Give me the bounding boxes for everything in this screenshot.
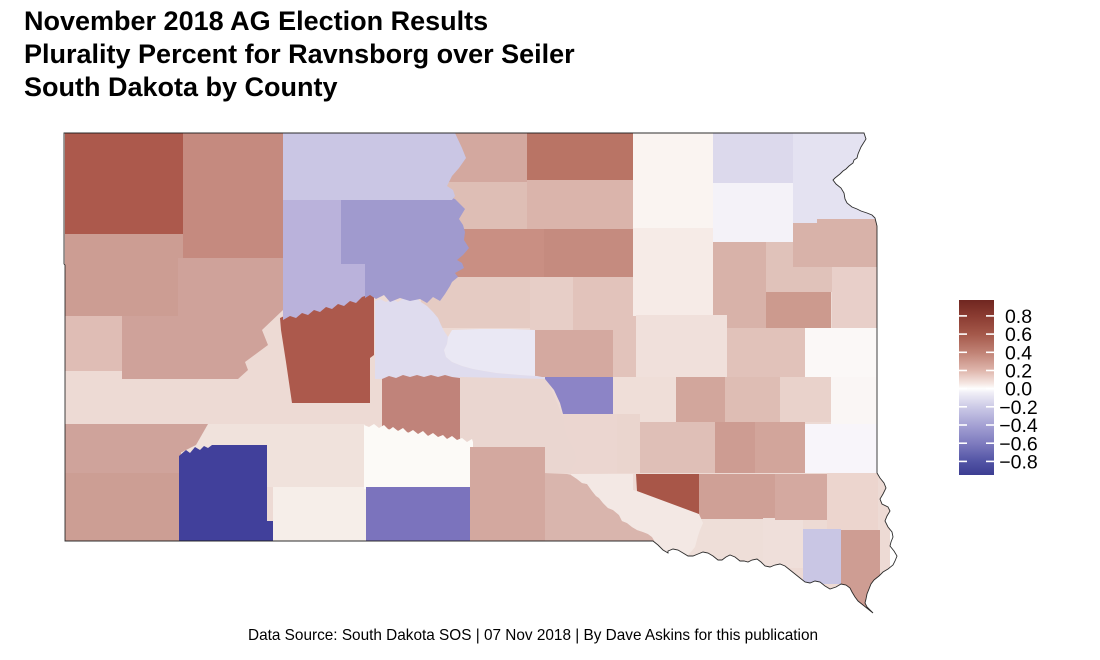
- svg-text:−0.8: −0.8: [999, 452, 1038, 474]
- svg-text:0.0: 0.0: [1005, 379, 1032, 401]
- svg-text:0.2: 0.2: [1005, 361, 1032, 383]
- svg-text:0.8: 0.8: [1005, 306, 1032, 328]
- svg-text:−0.2: −0.2: [999, 397, 1038, 419]
- svg-text:0.6: 0.6: [1005, 324, 1032, 346]
- svg-text:−0.6: −0.6: [999, 433, 1038, 455]
- svg-text:−0.4: −0.4: [999, 415, 1038, 437]
- svg-text:0.4: 0.4: [1005, 342, 1032, 364]
